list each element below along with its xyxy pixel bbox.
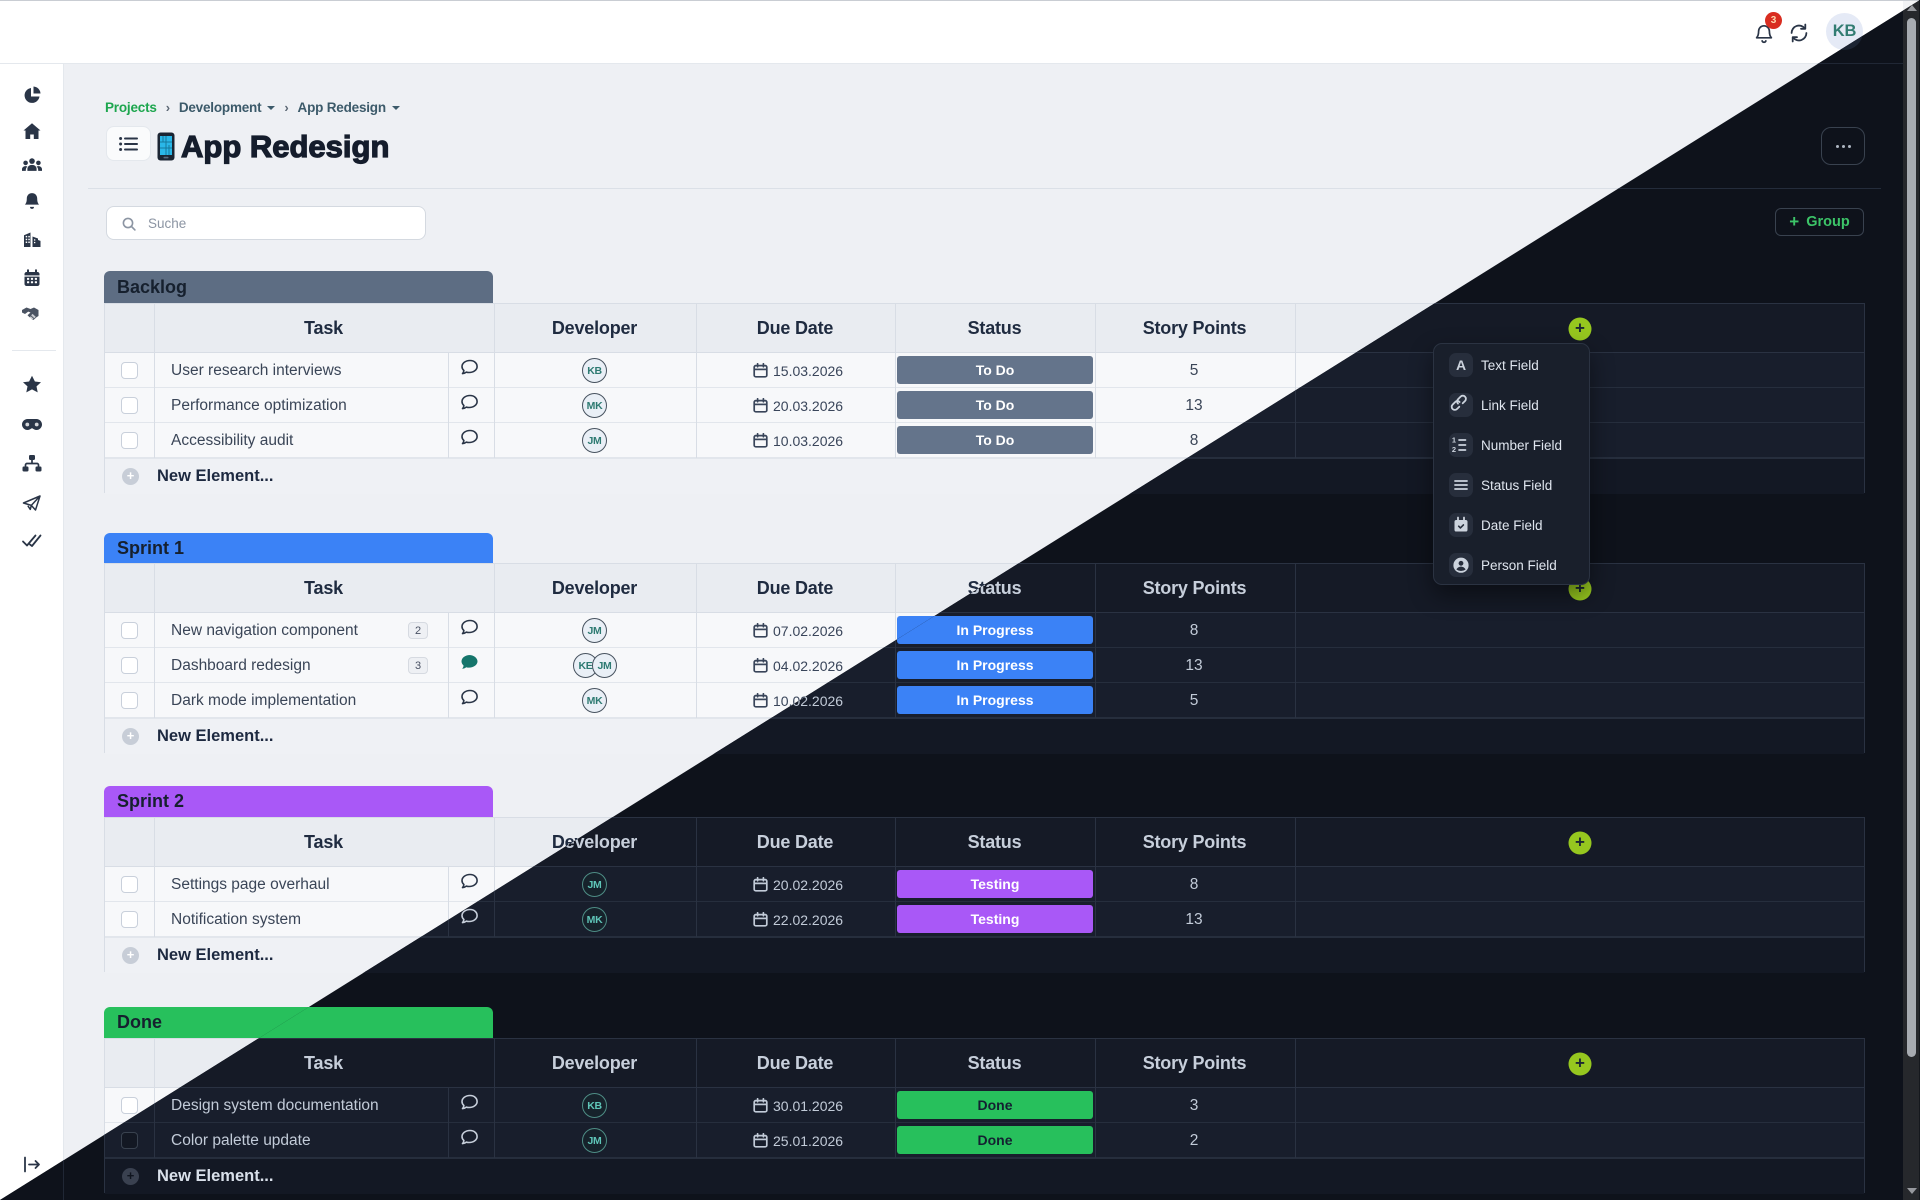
svg-text:1: 1 (1452, 436, 1456, 445)
svg-text:A: A (1456, 357, 1466, 373)
svg-text:2: 2 (1452, 445, 1456, 454)
